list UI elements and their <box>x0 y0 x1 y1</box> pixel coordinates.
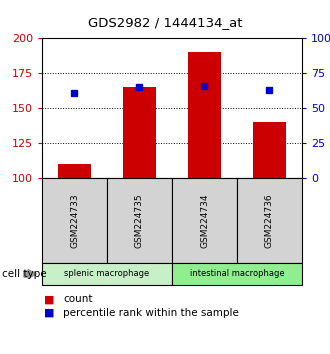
Text: GSM224734: GSM224734 <box>200 193 209 248</box>
Text: GSM224733: GSM224733 <box>70 193 79 248</box>
Text: splenic macrophage: splenic macrophage <box>64 269 149 279</box>
Text: count: count <box>63 294 93 304</box>
Text: ■: ■ <box>44 294 54 304</box>
Text: GSM224735: GSM224735 <box>135 193 144 248</box>
Bar <box>253 122 286 178</box>
Bar <box>188 52 221 178</box>
Bar <box>58 164 91 178</box>
Text: GSM224736: GSM224736 <box>265 193 274 248</box>
Text: percentile rank within the sample: percentile rank within the sample <box>63 308 239 318</box>
Bar <box>123 87 156 178</box>
Text: cell type: cell type <box>2 269 46 279</box>
Text: intestinal macrophage: intestinal macrophage <box>190 269 284 279</box>
Text: ■: ■ <box>44 308 54 318</box>
Text: GDS2982 / 1444134_at: GDS2982 / 1444134_at <box>88 16 242 29</box>
